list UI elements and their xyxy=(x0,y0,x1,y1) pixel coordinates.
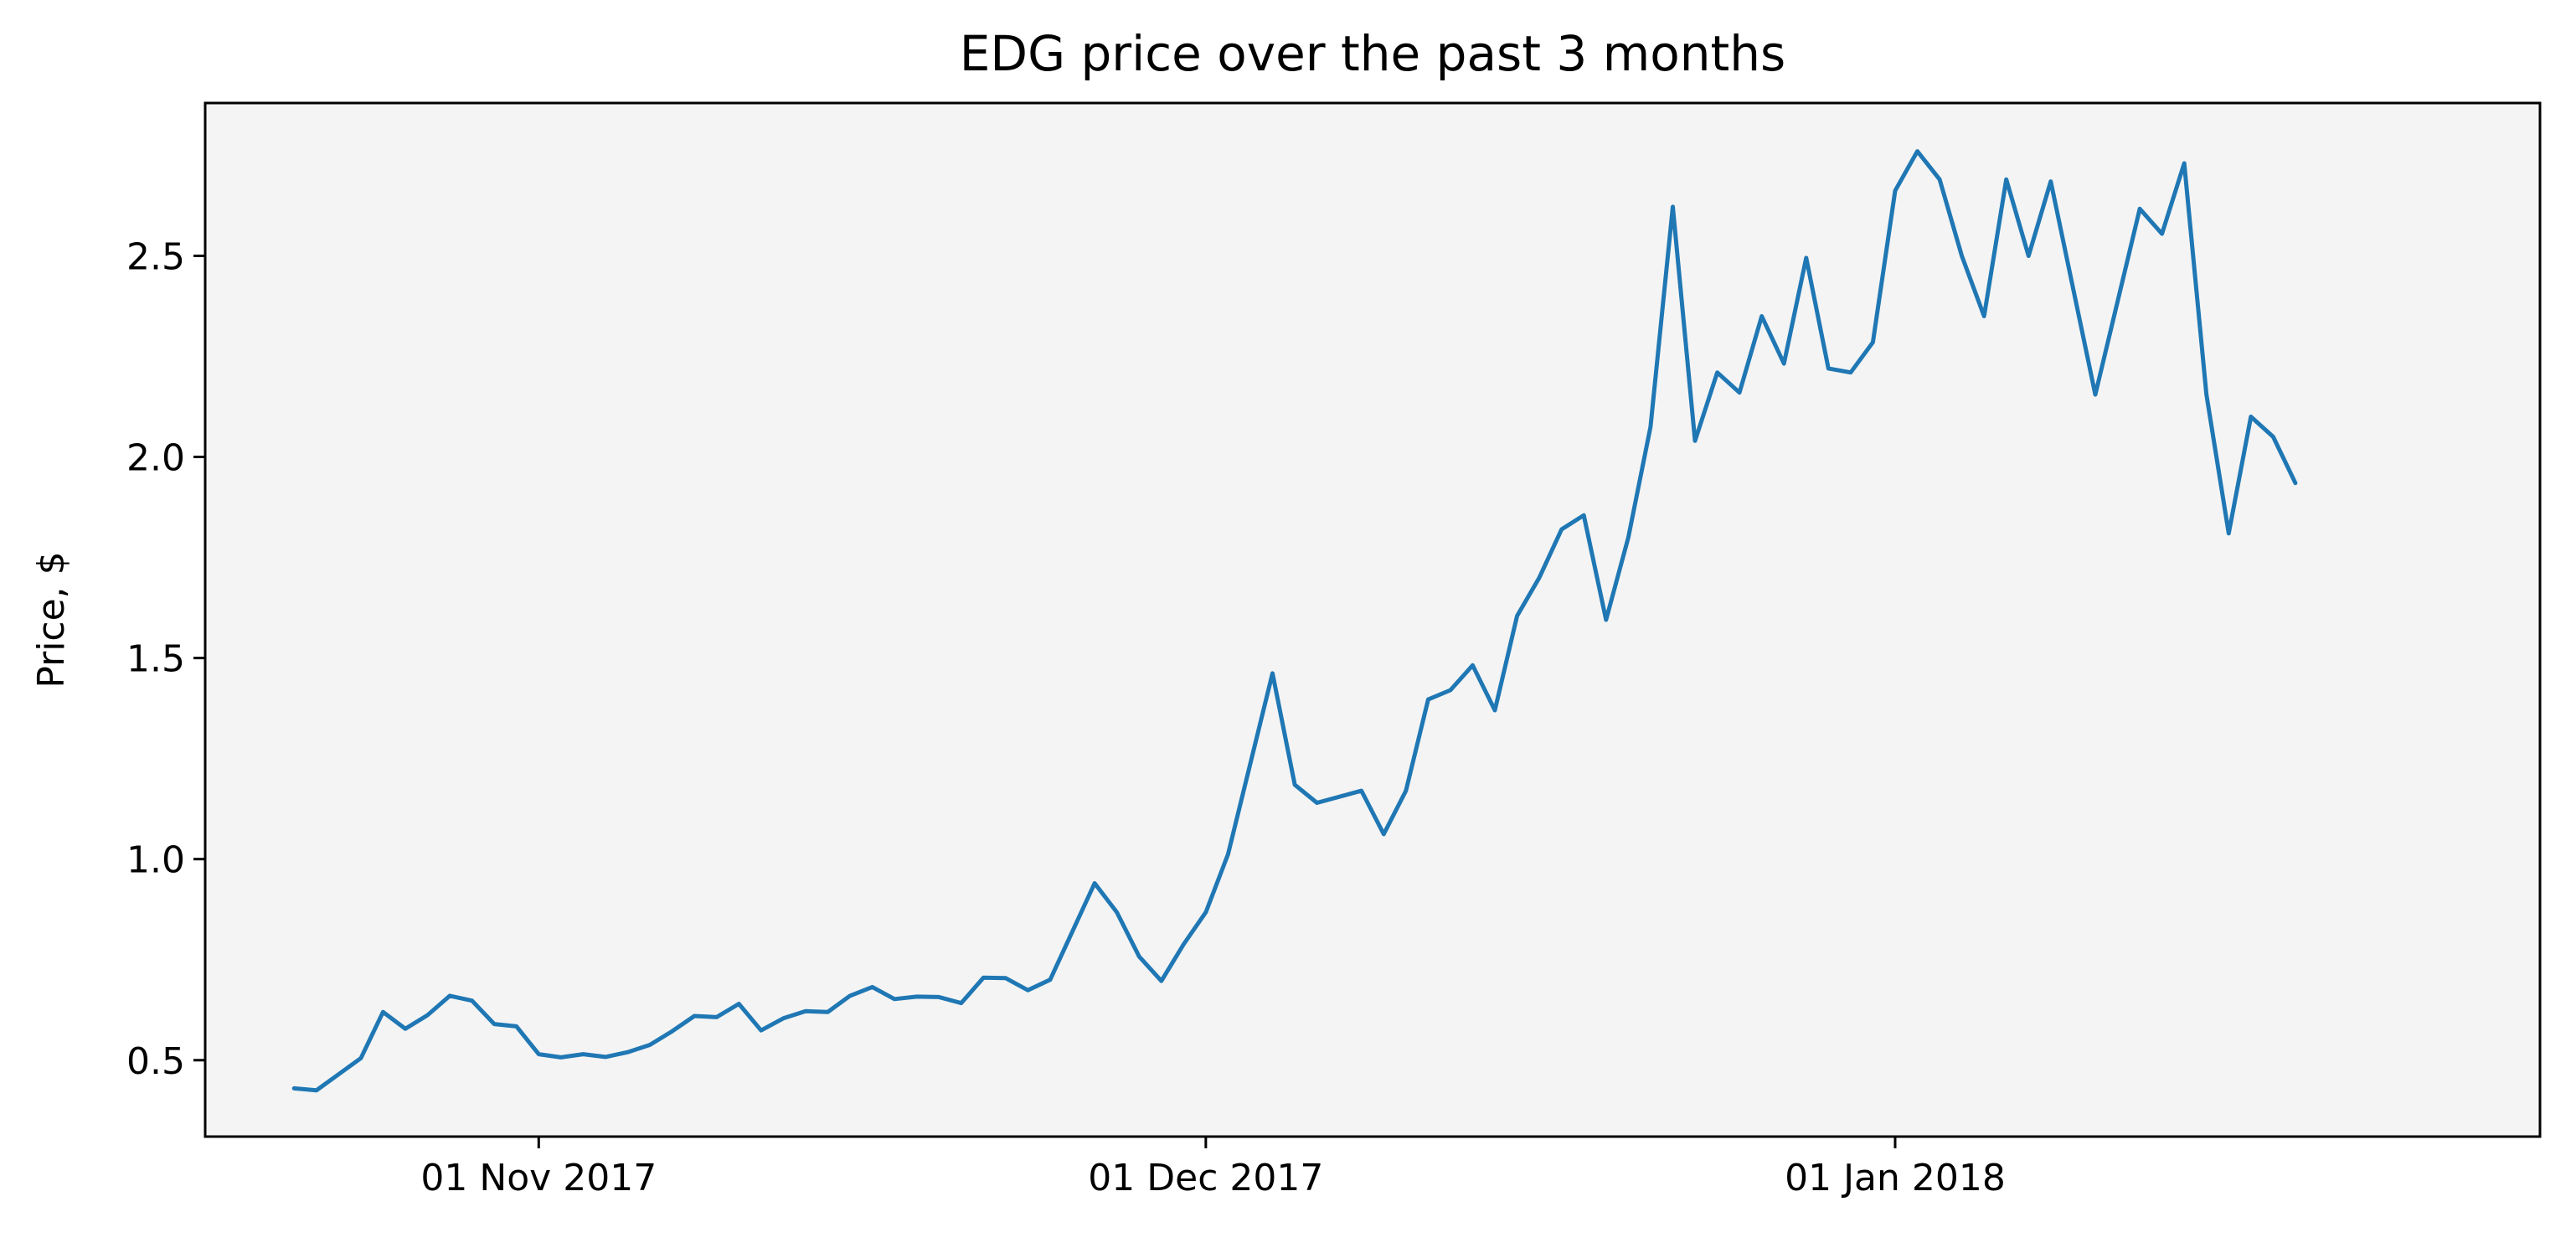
series-layer xyxy=(291,149,2298,1093)
y-axis: 0.5 1.0 1.5 2.0 2.5 xyxy=(126,235,205,1083)
x-axis: 01 Nov 2017 01 Dec 2017 01 Jan 2018 xyxy=(420,1137,2006,1199)
plot-frame xyxy=(204,101,2542,1138)
price-series-line xyxy=(291,149,2298,1093)
chart-title: EDG price over the past 3 months xyxy=(960,25,1785,82)
x-tick-label: 01 Jan 2018 xyxy=(1785,1157,2006,1199)
x-tick-label: 01 Nov 2017 xyxy=(420,1157,657,1199)
y-tick-label: 2.5 xyxy=(126,235,185,278)
y-axis-label: Price, $ xyxy=(30,551,73,688)
x-tick-label: 01 Dec 2017 xyxy=(1088,1157,1323,1199)
y-tick-label: 2.0 xyxy=(126,437,185,480)
plot-area xyxy=(205,103,2540,1137)
y-tick-label: 0.5 xyxy=(126,1040,185,1083)
y-tick-label: 1.0 xyxy=(126,839,185,882)
y-tick-label: 1.5 xyxy=(126,638,185,681)
